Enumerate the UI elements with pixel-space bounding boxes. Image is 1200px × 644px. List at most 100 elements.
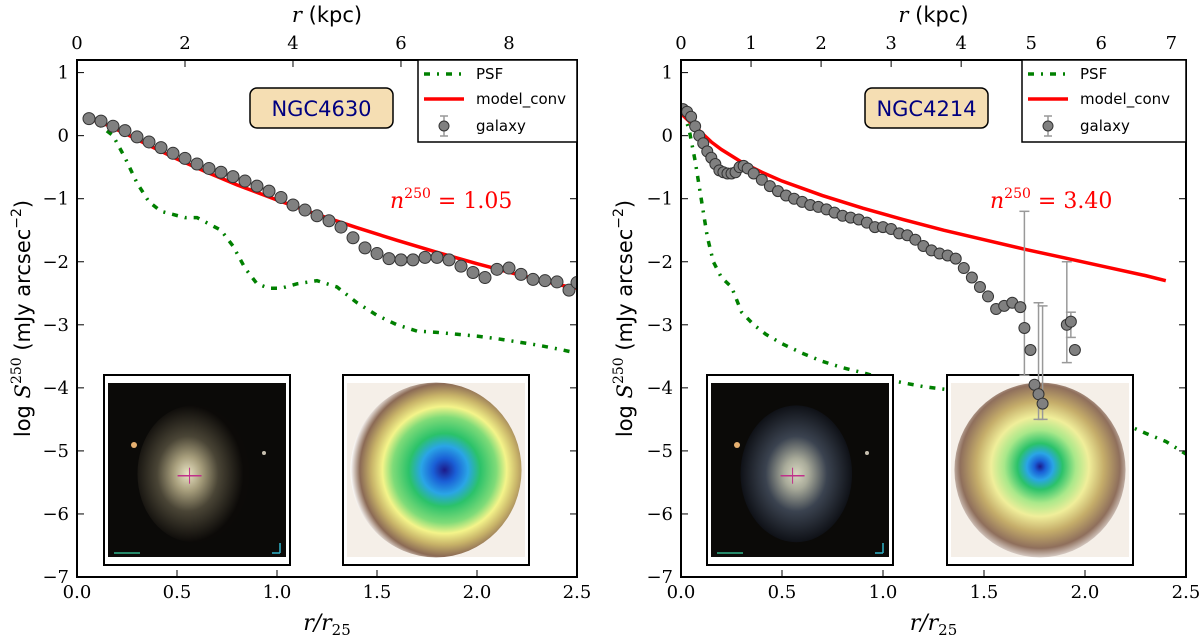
galaxy-point [1018, 321, 1031, 334]
galaxy-point [238, 174, 252, 188]
y-tick-label: 1 [662, 63, 673, 84]
galaxy-name-box [864, 87, 989, 129]
optical-image-inset [706, 374, 894, 566]
x-tick-label: 0.5 [163, 582, 192, 603]
plot-area [82, 112, 577, 566]
top-x-tick-label: 0 [71, 33, 82, 54]
plot-area [681, 103, 1186, 566]
galaxy-point [526, 272, 540, 286]
optical-image-inset [103, 374, 291, 566]
galaxy-point [514, 267, 528, 281]
star [734, 442, 740, 448]
x-tick-label: 2.0 [463, 582, 492, 603]
x-axis-title: r/r25 [303, 611, 351, 639]
galaxy-point [286, 198, 300, 212]
x-axis-title: r/r25 [910, 611, 958, 639]
galaxy-point [178, 151, 192, 165]
galaxy-point [973, 280, 986, 293]
galaxy-name-label: NGC4630 [271, 97, 371, 121]
galaxy-point [142, 135, 156, 149]
legend-label-model: model_conv [476, 90, 566, 109]
galaxy-point [909, 233, 922, 246]
galaxy-point [490, 262, 504, 276]
top-x-tick-label: 7 [1166, 33, 1177, 54]
y-axis-title: log S250 (mJy arcsec−2) [611, 200, 637, 437]
panel-ngc4630: 0.0 0.5 1.0 1.5 2.0 2.50 2 4 6 810−1−2−3−4−5−6−7r… [9, 3, 591, 639]
galaxy-point [755, 173, 768, 186]
top-x-tick-label: 0 [675, 33, 686, 54]
y-tick-label: −6 [42, 504, 69, 525]
legend-label-model: model_conv [1080, 90, 1170, 109]
y-tick-label: −4 [42, 378, 69, 399]
galaxy-point [466, 265, 480, 279]
galaxy-glow [740, 405, 853, 543]
star [262, 451, 266, 455]
galaxy-point [82, 112, 96, 126]
galaxy-point [166, 146, 180, 160]
galaxy-point [118, 124, 132, 138]
submm-map-inset [342, 374, 530, 566]
galaxy-point [965, 271, 978, 284]
galaxy-point [154, 141, 168, 155]
x-tick-label: 2.5 [1172, 582, 1200, 603]
galaxy-point [478, 271, 492, 285]
top-x-tick-label: 3 [885, 33, 896, 54]
galaxy-point [1024, 344, 1037, 357]
galaxy-point [1036, 397, 1049, 410]
x-tick-label: 0.0 [667, 582, 696, 603]
galaxy-point [418, 250, 432, 264]
legend-label-galaxy: galaxy [1080, 117, 1130, 135]
galaxy-point [394, 253, 408, 267]
galaxy-point [190, 157, 204, 171]
galaxy-point [747, 167, 760, 180]
legend-galaxy-marker [1042, 120, 1054, 132]
galaxy-point [346, 231, 360, 245]
top-axis-title: r (kpc) [898, 3, 968, 27]
x-tick-label: 1.0 [263, 582, 292, 603]
galaxy-point [250, 179, 264, 193]
y-axis-title: log S250 (mJy arcsec−2) [9, 200, 35, 437]
galaxy-point [202, 161, 216, 175]
y-tick-label: 0 [58, 126, 69, 147]
galaxy-point [430, 250, 444, 264]
top-x-tick-label: 4 [287, 33, 298, 54]
galaxy-point [949, 252, 962, 265]
y-tick-label: −6 [646, 504, 673, 525]
galaxy-point [1068, 344, 1081, 357]
y-tick-label: −4 [646, 378, 673, 399]
galaxy-point [442, 253, 456, 267]
top-x-tick-label: 2 [179, 33, 190, 54]
galaxy-point [334, 220, 348, 234]
legend-label-galaxy: galaxy [476, 117, 526, 135]
emission-map [954, 382, 1126, 558]
panel-ngc4214: 0.0 0.5 1.0 1.5 2.0 2.50 1 2 3 4 5 6 710−1−2−3−4−5−6… [611, 3, 1200, 639]
top-x-tick-label: 5 [1025, 33, 1036, 54]
galaxy-point [274, 190, 288, 204]
top-x-tick-label: 6 [395, 33, 406, 54]
top-x-tick-label: 8 [503, 33, 514, 54]
galaxy-point [1064, 315, 1077, 328]
sersic-index-annotation: n250 = 3.40 [990, 186, 1112, 214]
model-conv-line [681, 112, 1167, 283]
y-tick-label: −2 [42, 252, 69, 273]
galaxy-point [538, 274, 552, 288]
galaxy-point [454, 259, 468, 273]
sersic-index-annotation: n250 = 1.05 [390, 186, 512, 214]
y-tick-label: −3 [646, 315, 673, 336]
galaxy-point [106, 119, 120, 133]
emission-map [350, 382, 522, 558]
galaxy-point [310, 209, 324, 223]
y-tick-label: −1 [646, 189, 673, 210]
galaxy-point [370, 247, 384, 261]
galaxy-point [94, 114, 108, 128]
top-x-tick-label: 2 [815, 33, 826, 54]
galaxy-point [406, 253, 420, 267]
galaxy-point [1014, 301, 1027, 314]
galaxy-point [226, 170, 240, 184]
x-tick-label: 1.5 [970, 582, 999, 603]
galaxy-point [550, 275, 564, 289]
y-tick-label: −2 [646, 252, 673, 273]
